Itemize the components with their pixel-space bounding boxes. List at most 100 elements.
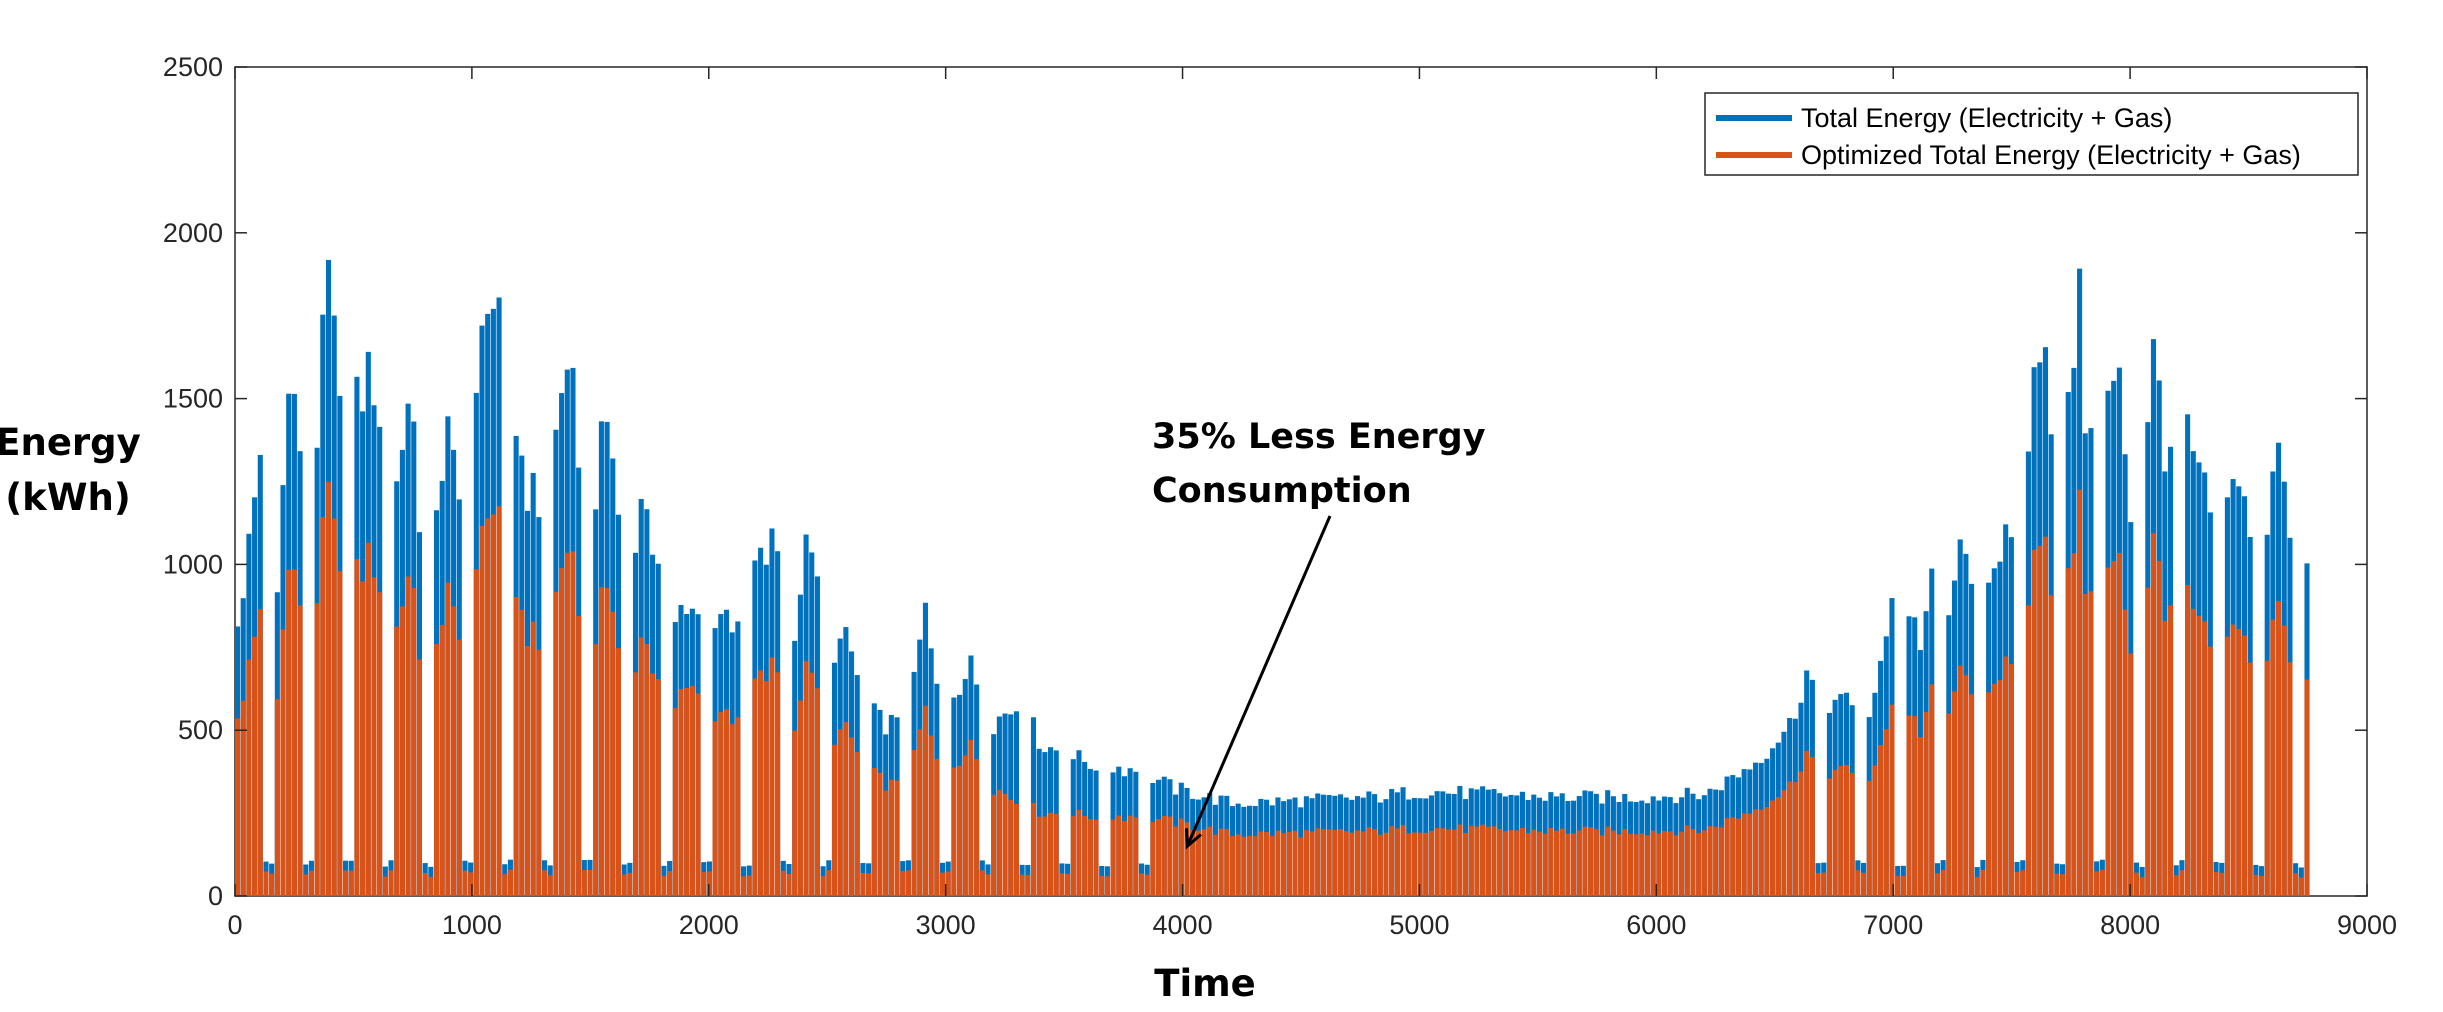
bar-series-optimized-energy xyxy=(365,542,371,896)
bar-series-optimized-energy xyxy=(1946,713,1952,896)
bar-series-optimized-energy xyxy=(1332,829,1338,896)
bar-series-optimized-energy xyxy=(1372,829,1378,896)
bar-series-optimized-energy xyxy=(1258,831,1264,896)
bar-series-optimized-energy xyxy=(1502,831,1508,896)
bar-series-optimized-energy xyxy=(1667,831,1673,896)
bar-series-optimized-energy xyxy=(1411,832,1417,896)
bar-series-optimized-energy xyxy=(752,678,758,896)
bar-series-optimized-energy xyxy=(1326,829,1332,896)
bar-series-optimized-energy xyxy=(1121,821,1127,896)
bar-series-optimized-energy xyxy=(598,587,604,896)
bar-series-optimized-energy xyxy=(2202,621,2208,896)
bar-series-optimized-energy xyxy=(866,873,872,896)
bar-series-optimized-energy xyxy=(1764,807,1770,896)
bar-series-optimized-energy xyxy=(308,870,314,896)
bar-series-optimized-energy xyxy=(1133,817,1139,896)
bar-series-optimized-energy xyxy=(1633,834,1639,896)
bar-series-optimized-energy xyxy=(2270,619,2276,896)
bar-series-optimized-energy xyxy=(1138,873,1145,896)
bar-series-optimized-energy xyxy=(928,735,934,896)
bar-series-optimized-energy xyxy=(871,768,877,896)
bar-series-optimized-energy xyxy=(1576,830,1582,896)
bar-series-optimized-energy xyxy=(672,708,678,896)
bar-series-optimized-energy xyxy=(1053,813,1059,896)
bar-series-optimized-energy xyxy=(360,581,366,896)
bar-series-optimized-energy xyxy=(2304,679,2310,896)
bar-series-optimized-energy xyxy=(701,872,707,896)
bar-series-optimized-energy xyxy=(1104,876,1110,896)
bar-series-optimized-energy xyxy=(479,525,485,896)
bar-series-optimized-energy xyxy=(1969,694,1975,896)
bar-series-optimized-energy xyxy=(939,872,946,896)
y-tick-label: 0 xyxy=(208,881,223,911)
bar-series-optimized-energy xyxy=(712,721,718,896)
bar-series-optimized-energy xyxy=(1951,691,1958,896)
bar-series-optimized-energy xyxy=(780,870,786,896)
bar-series-optimized-energy xyxy=(1770,800,1776,896)
bar-series-optimized-energy xyxy=(2156,560,2162,896)
bar-series-optimized-energy xyxy=(1553,830,1560,896)
bar-series-optimized-energy xyxy=(485,518,491,896)
bar-series-optimized-energy xyxy=(1218,828,1224,896)
bar-series-optimized-energy xyxy=(1201,829,1207,896)
bar-series-optimized-energy xyxy=(1445,829,1452,896)
x-tick-label: 5000 xyxy=(1389,910,1449,940)
annotation-arrow xyxy=(1185,515,1332,847)
bar-series-optimized-energy xyxy=(2287,662,2293,896)
bar-series-optimized-energy xyxy=(394,626,400,896)
y-tick-label: 1000 xyxy=(163,549,223,579)
bar-series-optimized-energy xyxy=(1440,828,1446,896)
bar-series-optimized-energy xyxy=(1025,874,1031,896)
bar-series-optimized-energy xyxy=(695,693,701,896)
bar-series-optimized-energy xyxy=(1406,833,1412,896)
bar-series-optimized-energy xyxy=(1423,832,1429,896)
bar-series-optimized-energy xyxy=(1923,711,1929,896)
bar-series-optimized-energy xyxy=(1428,830,1435,896)
bar-series-optimized-energy xyxy=(576,615,582,896)
bar-series-optimized-energy xyxy=(496,506,502,896)
bar-series-optimized-energy xyxy=(1656,833,1662,896)
bar-series-optimized-energy xyxy=(661,875,667,896)
bar-series-optimized-energy xyxy=(2190,608,2196,896)
bar-series-optimized-energy xyxy=(1832,769,1838,896)
bar-series-optimized-energy xyxy=(1167,816,1173,896)
bar-series-optimized-energy xyxy=(888,779,894,896)
bar-series-optimized-energy xyxy=(922,705,929,896)
bar-series-optimized-energy xyxy=(348,870,354,896)
bar-series-optimized-energy xyxy=(1690,829,1696,896)
annotation: 35% Less Energy Consumption xyxy=(1152,417,1486,850)
bar-series-optimized-energy xyxy=(2219,872,2225,896)
bar-series-optimized-energy xyxy=(314,603,320,896)
bar-series-optimized-energy xyxy=(2236,628,2242,896)
bar-series-optimized-energy xyxy=(1610,830,1616,896)
x-tick-label: 8000 xyxy=(2100,910,2160,940)
bar-series-optimized-energy xyxy=(1895,875,1901,896)
bar-series-optimized-energy xyxy=(1059,873,1065,896)
bar-series-optimized-energy xyxy=(371,577,377,896)
bar-series-optimized-energy xyxy=(1548,827,1554,896)
bar-series-optimized-energy xyxy=(422,873,428,896)
bar-series-optimized-energy xyxy=(1343,831,1349,896)
bar-series-optimized-energy xyxy=(1707,826,1713,896)
bar-series-optimized-energy xyxy=(957,765,963,896)
bar-series-optimized-energy xyxy=(706,871,712,896)
bar-series-optimized-energy xyxy=(2099,869,2105,896)
bar-series-optimized-energy xyxy=(632,672,639,896)
bar-series-optimized-energy xyxy=(1593,828,1599,896)
bar-series-optimized-energy xyxy=(689,685,695,896)
bar-series-optimized-energy xyxy=(1679,831,1685,896)
bar-series-optimized-energy xyxy=(1974,876,1980,896)
bar-series-optimized-energy xyxy=(996,789,1002,896)
bar-series-optimized-energy xyxy=(1008,800,1014,896)
bar-series-optimized-energy xyxy=(502,874,508,896)
bar-series-optimized-energy xyxy=(1065,873,1071,896)
bar-series-optimized-energy xyxy=(2162,620,2168,896)
legend: Total Energy (Electricity + Gas) Optimiz… xyxy=(1704,92,2359,176)
bar-series-optimized-energy xyxy=(2298,877,2304,896)
bar-series-optimized-energy xyxy=(1389,826,1395,896)
bar-series-optimized-energy xyxy=(1713,826,1719,896)
bar-series-optimized-energy xyxy=(1212,834,1218,896)
bar-series-optimized-energy xyxy=(667,870,673,896)
bar-series-optimized-energy xyxy=(1144,874,1150,896)
bar-series-optimized-energy xyxy=(621,874,627,896)
